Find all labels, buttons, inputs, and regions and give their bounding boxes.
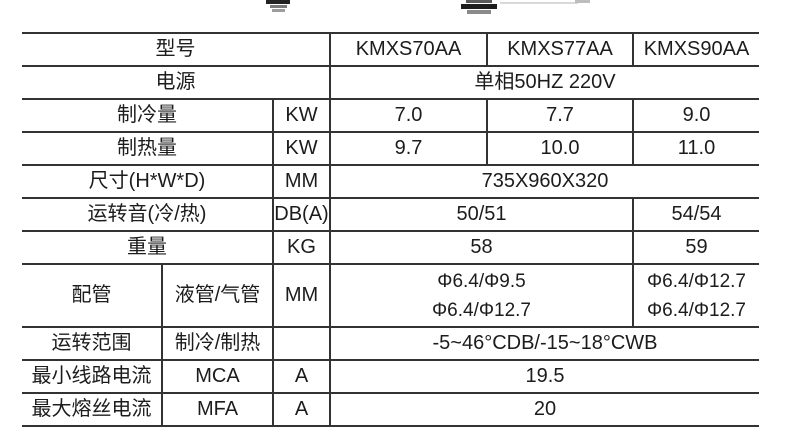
row-label: 制热量: [117, 137, 177, 159]
heating-value-3: 11.0: [632, 131, 759, 166]
row-sublabel-cell: 制冷/制热: [161, 326, 274, 361]
heating-value-2: 10.0: [486, 131, 634, 166]
piping-value-2: Φ6.4/Φ12.7 Φ6.4/Φ12.7: [632, 263, 759, 328]
table-row-power: 电源 单相50HZ 220V: [22, 65, 759, 100]
unit-cell: [272, 326, 331, 361]
row-label-cell: 重量: [22, 230, 274, 265]
table-row-heating-capacity: 制热量 KW 9.7 10.0 11.0: [22, 131, 759, 166]
dimensions-value: 735X960X320: [329, 164, 759, 199]
unit-cell: MM: [272, 263, 331, 328]
row-label: 重量: [127, 236, 167, 258]
row-label-cell: 运转范围: [22, 326, 163, 361]
row-label: 运转音(冷/热): [87, 203, 207, 225]
unit-cell: KW: [272, 98, 331, 133]
model-name-1: KMXS70AA: [329, 32, 488, 67]
noise-value-1: 50/51: [329, 197, 634, 232]
row-sublabel-cell: 液管/气管: [161, 263, 274, 328]
row-label: 尺寸(H*W*D): [88, 170, 206, 192]
piping-value-1-line-1: Φ6.4/Φ9.5: [437, 270, 526, 292]
mca-value: 19.5: [329, 359, 759, 394]
model-name-2: KMXS77AA: [486, 32, 634, 67]
piping-value-1: Φ6.4/Φ9.5 Φ6.4/Φ12.7: [329, 263, 634, 328]
unit-cell: KG: [272, 230, 331, 265]
table-row-mfa: 最大熔丝电流 MFA A 20: [22, 392, 759, 427]
mfa-value: 20: [329, 392, 759, 427]
heating-value-1: 9.7: [329, 131, 488, 166]
table-row-operating-range: 运转范围 制冷/制热 -5~46°CDB/-15~18°CWB: [22, 326, 759, 361]
row-label-cell: 尺寸(H*W*D): [22, 164, 274, 199]
row-label-cell: 最大熔丝电流: [22, 392, 163, 427]
table-row-piping: 配管 液管/气管 MM Φ6.4/Φ9.5 Φ6.4/Φ12.7 Φ6.4/Φ1…: [22, 263, 759, 328]
row-label: 制冷量: [117, 104, 177, 126]
unit-cell: MM: [272, 164, 331, 199]
table-row-noise: 运转音(冷/热) DB(A) 50/51 54/54: [22, 197, 759, 232]
row-label-cell: 最小线路电流: [22, 359, 163, 394]
row-label-cell: 运转音(冷/热): [22, 197, 274, 232]
row-label-cell: 电源: [22, 65, 331, 100]
noise-value-2: 54/54: [632, 197, 759, 232]
cooling-value-3: 9.0: [632, 98, 759, 133]
table-row-model: 型号 KMXS70AA KMXS77AA KMXS90AA: [22, 32, 759, 67]
unit-cell: DB(A): [272, 197, 331, 232]
row-label-cell: 制热量: [22, 131, 274, 166]
power-value: 单相50HZ 220V: [329, 65, 759, 100]
unit-cell: KW: [272, 131, 331, 166]
row-sublabel-cell: MFA: [161, 392, 274, 427]
weight-value-2: 59: [632, 230, 759, 265]
cooling-value-2: 7.7: [486, 98, 634, 133]
unit-cell: A: [272, 359, 331, 394]
row-label: 型号: [155, 38, 196, 60]
piping-value-1-line-2: Φ6.4/Φ12.7: [432, 299, 531, 321]
unit-cell: A: [272, 392, 331, 427]
model-name-3: KMXS90AA: [632, 32, 759, 67]
row-sublabel-cell: MCA: [161, 359, 274, 394]
table-row-cooling-capacity: 制冷量 KW 7.0 7.7 9.0: [22, 98, 759, 133]
operating-range-value: -5~46°CDB/-15~18°CWB: [329, 326, 759, 361]
weight-value-1: 58: [329, 230, 634, 265]
table-row-weight: 重量 KG 58 59: [22, 230, 759, 265]
row-label-cell: 配管: [22, 263, 163, 328]
spec-table: 型号 KMXS70AA KMXS77AA KMXS90AA 电源 单相50HZ …: [22, 32, 759, 427]
cooling-value-1: 7.0: [329, 98, 488, 133]
piping-value-2-line-2: Φ6.4/Φ12.7: [647, 299, 746, 321]
table-row-dimensions: 尺寸(H*W*D) MM 735X960X320: [22, 164, 759, 199]
table-row-mca: 最小线路电流 MCA A 19.5: [22, 359, 759, 394]
row-label: 电源: [155, 71, 196, 93]
piping-value-2-line-1: Φ6.4/Φ12.7: [647, 270, 746, 292]
row-label-cell: 型号: [22, 32, 331, 67]
row-label-cell: 制冷量: [22, 98, 274, 133]
